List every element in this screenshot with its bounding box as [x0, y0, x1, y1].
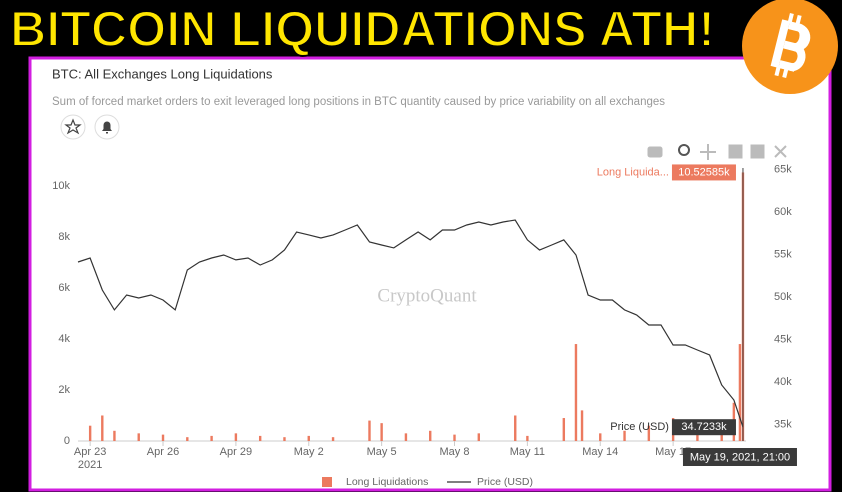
liquidation-bar	[186, 437, 189, 441]
favorite-button[interactable]	[60, 114, 86, 140]
liquidation-bar	[283, 437, 286, 441]
liquidation-bar	[514, 415, 517, 441]
x-tick-label: Apr 23	[74, 446, 106, 458]
liquidation-bar	[738, 344, 742, 441]
zoom-out-button[interactable]	[750, 144, 765, 159]
liquidation-bar	[453, 434, 456, 441]
tooltip-box	[671, 419, 736, 436]
liquidation-bar	[307, 435, 310, 441]
reset-button[interactable]	[774, 145, 787, 158]
liquidation-bar	[368, 420, 371, 441]
y2-tick-label: 60k	[774, 206, 792, 218]
liquidation-bar	[599, 433, 602, 441]
y-tick-label: 10k	[52, 180, 70, 192]
liquidation-bar	[562, 418, 566, 441]
liquidation-bar	[88, 425, 92, 441]
x-tick-label: May 5	[367, 446, 397, 458]
y-tick-label: 4k	[58, 333, 70, 345]
tooltip-value: 10.52585k	[678, 166, 730, 178]
price-line	[77, 219, 744, 428]
legend-swatch	[322, 477, 332, 487]
zoom-button[interactable]	[678, 144, 690, 156]
camera-button[interactable]	[647, 146, 663, 158]
liquidation-bar	[574, 344, 578, 441]
tooltip-value: 34.7233k	[681, 421, 727, 433]
liquidation-bar	[380, 423, 383, 441]
liquidation-bar	[623, 430, 626, 441]
liquidation-bar	[647, 425, 651, 441]
y2-tick-label: 45k	[774, 334, 792, 346]
zoom-in-button[interactable]	[728, 144, 743, 159]
liquidation-bar	[113, 430, 116, 441]
y-tick-label: 6k	[58, 282, 70, 294]
x-tick-label: May 17	[655, 446, 691, 458]
bitcoin-logo	[742, 0, 838, 94]
crosshair-label: May 19, 2021, 21:00	[690, 451, 790, 463]
liquidation-bar	[526, 435, 529, 441]
liquidation-bar	[210, 435, 213, 441]
chart-subtitle: Sum of forced market orders to exit leve…	[52, 96, 665, 108]
liquidation-bar	[429, 430, 432, 441]
tooltip-box	[671, 164, 736, 181]
liquidation-bar	[258, 435, 262, 441]
x-tick-label: May 2	[294, 446, 324, 458]
liquidation-bar	[696, 430, 699, 441]
tooltip-label: Long Liquida...	[597, 166, 669, 178]
liquidation-bar	[477, 433, 480, 441]
x-tick-label: May 8	[440, 446, 470, 458]
y2-tick-label: 35k	[774, 419, 792, 431]
x-tick-label: May 11	[510, 446, 545, 458]
liquidation-bar	[331, 437, 335, 441]
tooltip-label: Price (USD)	[610, 421, 669, 433]
liquidation-bar	[161, 434, 165, 441]
y-tick-label: 8k	[58, 231, 70, 243]
x-tick-sublabel: 2021	[78, 459, 102, 471]
y2-tick-label: 65k	[774, 164, 792, 176]
alert-button[interactable]	[94, 114, 120, 140]
chart-panel	[28, 56, 832, 492]
x-tick-label: May 14	[582, 446, 618, 458]
pan-button[interactable]	[700, 144, 716, 160]
liquidation-bar	[404, 433, 408, 441]
x-tick-label: Apr 29	[220, 446, 252, 458]
legend-label[interactable]: Long Liquidations	[346, 476, 428, 488]
headline: BITCOIN LIQUIDATIONS ATH!	[10, 1, 715, 57]
legend-label[interactable]: Price (USD)	[477, 476, 533, 488]
y2-tick-label: 40k	[774, 376, 792, 388]
y-tick-label: 2k	[58, 384, 70, 396]
watermark: CryptoQuant	[377, 285, 477, 306]
crosshair-label-box	[682, 448, 797, 466]
liquidation-bar	[234, 433, 238, 441]
y2-tick-label: 55k	[774, 249, 792, 261]
liquidation-bar	[137, 433, 140, 441]
y2-tick-label: 50k	[774, 291, 792, 303]
x-tick-label: Apr 26	[147, 446, 179, 458]
liquidation-bar	[101, 415, 104, 441]
liquidation-bar	[580, 410, 584, 441]
y-tick-label: 0	[64, 435, 70, 447]
chart-title: BTC: All Exchanges Long Liquidations	[52, 66, 273, 81]
toolbar	[647, 144, 787, 160]
